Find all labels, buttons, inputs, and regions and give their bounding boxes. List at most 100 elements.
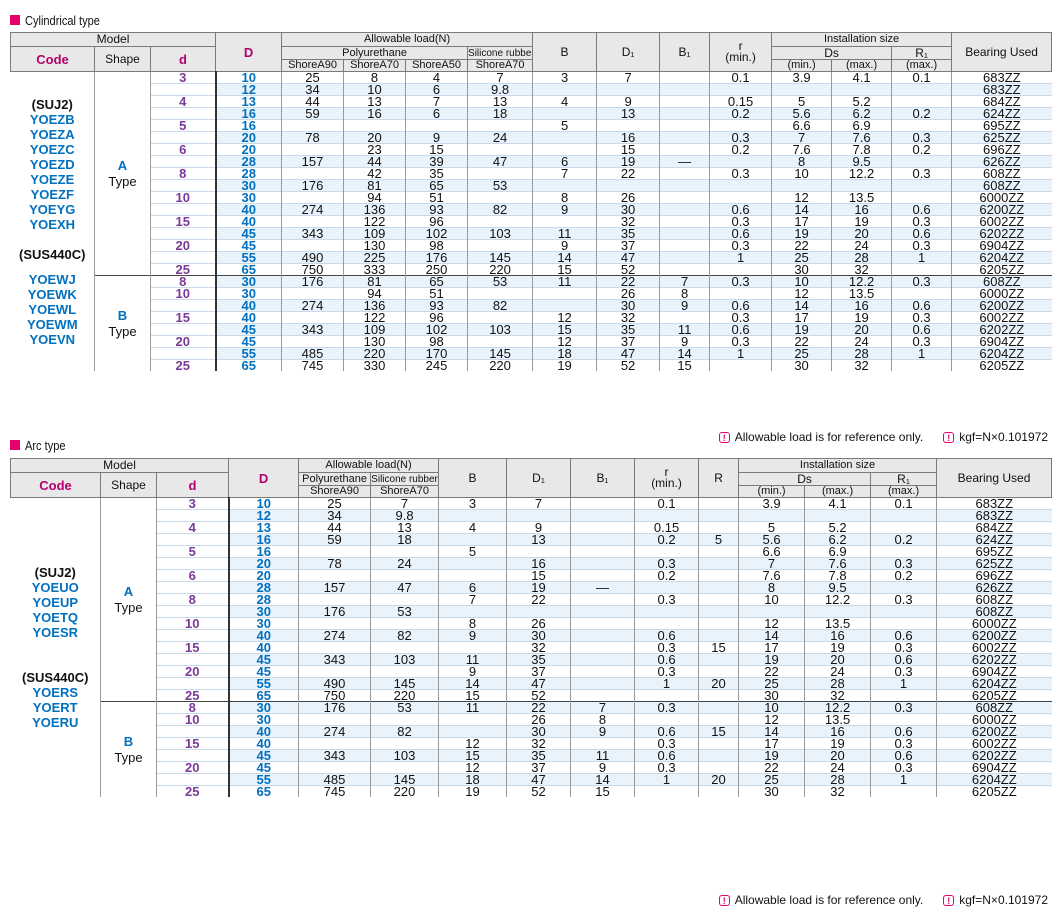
model-header: Model	[9, 458, 230, 473]
cell: 53	[370, 605, 439, 618]
cell: 20	[698, 677, 739, 690]
cell	[570, 605, 635, 618]
arc-notes: ! Allowable load is for reference only. !…	[718, 893, 1048, 907]
cell: 10	[149, 287, 216, 300]
cell: 11	[532, 227, 597, 240]
cell	[149, 83, 216, 96]
cell: 1	[634, 773, 699, 786]
cell: 44	[298, 521, 371, 534]
cell	[659, 119, 710, 132]
cell: 15	[532, 263, 597, 276]
table-row: 5 16 5 6.6 6.9 695ZZ	[11, 545, 1052, 558]
cell: 28	[214, 167, 282, 180]
cell: 0.3	[891, 239, 952, 252]
cell: 7	[659, 275, 710, 288]
cell: 9	[506, 521, 571, 534]
cell	[532, 179, 597, 192]
cell	[467, 215, 533, 228]
cell: 0.6	[891, 227, 952, 240]
ds-min-header: (min.)	[738, 485, 806, 498]
info-icon: !	[943, 431, 955, 443]
cell	[281, 143, 344, 156]
table-row: 10 30 94 51 26 8 12 13.5 6000ZZ	[11, 287, 1052, 300]
cell: 28	[831, 251, 892, 264]
table-row: 55 490 225 176 145 14 47 1 25 28 1 6204ZZ	[11, 251, 1052, 264]
cell: 35	[506, 749, 571, 762]
cell	[570, 569, 635, 582]
R1-header: R₁	[891, 46, 953, 60]
cell: 6205ZZ	[936, 689, 1052, 702]
cell: 5	[698, 533, 739, 546]
cell	[149, 251, 216, 264]
cell: 10	[227, 497, 299, 510]
B-header: B	[532, 32, 598, 72]
table-row: (SUJ2) YOEZB YOEZA YOEZC YOEZD YOEZE YOEZF YOEY…	[10, 71, 1052, 371]
cell: 14	[659, 347, 710, 360]
cell	[438, 533, 507, 546]
cell: 20	[804, 653, 871, 666]
cell: 0.2	[634, 533, 699, 546]
cell: 6000ZZ	[936, 617, 1052, 630]
cell: 6204ZZ	[951, 251, 1052, 264]
cell: 0.6	[870, 749, 937, 762]
cell: 20	[227, 557, 299, 570]
table-row: B Type 8 30 176 81 65 53 11 22 7 0.3 10 12.2 0.3 608ZZ	[11, 275, 1052, 371]
cell: 12	[738, 617, 805, 630]
cell: 9	[438, 629, 507, 642]
cell	[698, 605, 739, 618]
cell: 7.8	[804, 569, 871, 582]
cell: 274	[281, 203, 344, 216]
cell	[149, 179, 216, 192]
cell: 26	[506, 713, 571, 726]
table-row: 40 274 136 93 82 9 30 0.6 14 16 0.6 6200ZZ	[11, 203, 1052, 216]
cell: 6002ZZ	[951, 311, 1052, 324]
cell: 82	[370, 629, 439, 642]
cell	[634, 509, 699, 522]
cell: 6904ZZ	[936, 665, 1052, 678]
cell	[771, 179, 832, 192]
cell	[659, 179, 710, 192]
cell: 20	[155, 761, 229, 774]
cell: 37	[596, 239, 660, 252]
table-row: 45 343 103 15 35 11 0.6 19 20 0.6 6202ZZ	[11, 749, 1052, 762]
cell: 0.3	[709, 215, 772, 228]
cell	[891, 95, 952, 108]
cell: 0.3	[709, 167, 772, 180]
cell	[281, 191, 344, 204]
cell: 28	[804, 773, 871, 786]
cell: 0.6	[709, 227, 772, 240]
cell: 44	[343, 155, 406, 168]
cell: 220	[467, 359, 533, 371]
cell: 4	[405, 71, 468, 84]
cell	[891, 155, 952, 168]
cell	[467, 167, 533, 180]
cell	[506, 509, 571, 522]
cell: 0.3	[709, 311, 772, 324]
cell: 32	[596, 311, 660, 324]
cell: 30	[214, 179, 282, 192]
table-row: 8 28 7 22 0.3 10 12.2 0.3 608ZZ	[11, 593, 1052, 606]
cell: 40	[214, 215, 282, 228]
cell	[155, 725, 229, 738]
cell: 0.6	[634, 653, 699, 666]
cell: 343	[298, 653, 371, 666]
cell	[149, 227, 216, 240]
cell: 25	[738, 773, 805, 786]
cell: 6.2	[804, 533, 871, 546]
cell: 7	[570, 701, 635, 714]
cell: 6205ZZ	[936, 785, 1052, 797]
cell	[370, 761, 439, 774]
cell: 28	[227, 581, 299, 594]
cell: 176	[298, 701, 371, 714]
cell: 53	[467, 275, 533, 288]
cell: 157	[281, 155, 344, 168]
table-row: 30 176 53 608ZZ	[11, 605, 1052, 618]
cell: 0.2	[891, 143, 952, 156]
cell: 333	[343, 263, 406, 276]
cell: 7.6	[771, 143, 832, 156]
table-row: 45 343 103 11 35 0.6 19 20 0.6 6202ZZ	[11, 653, 1052, 666]
cell: 35	[506, 653, 571, 666]
cell: 750	[298, 689, 371, 702]
cell	[370, 617, 439, 630]
cell	[870, 713, 937, 726]
